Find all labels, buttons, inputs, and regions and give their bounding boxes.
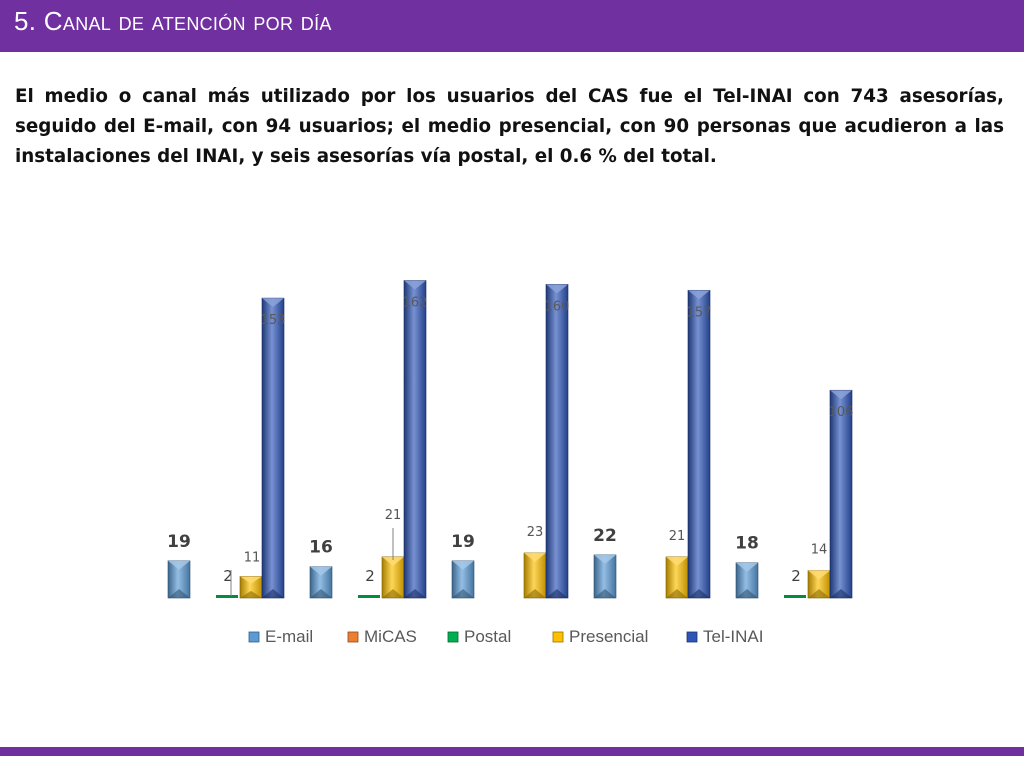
legend-swatch-postal	[447, 631, 459, 643]
data-label-presencial-2: 21	[385, 508, 402, 523]
data-label-e-mail-2: 16	[309, 538, 333, 558]
legend-label-micas: MiCAS	[364, 627, 417, 646]
bar-e-mail-2	[309, 566, 333, 599]
bar-postal-5	[784, 595, 806, 598]
legend-swatch-e-mail	[248, 631, 260, 643]
data-label-tel-inai-4: 157	[687, 305, 712, 320]
legend-item-postal: Postal	[447, 627, 511, 646]
legend-item-e-mail: E-mail	[248, 627, 313, 646]
data-label-tel-inai-5: 106	[829, 405, 854, 420]
bar-presencial-2	[381, 556, 405, 599]
data-label-e-mail-3: 19	[451, 532, 475, 552]
legend-item-micas: MiCAS	[347, 627, 417, 646]
bar-presencial-5	[807, 570, 831, 599]
slide-paragraph: El medio o canal más utilizado por los u…	[15, 86, 1004, 167]
data-label-e-mail-5: 18	[735, 534, 759, 554]
title-bar: 5. Canal de atención por día	[0, 0, 1024, 52]
legend-item-tel-inai: Tel-INAI	[686, 627, 763, 646]
bar-tel-inai-4	[687, 289, 711, 599]
bar-postal-2	[358, 595, 380, 598]
bar-presencial-4	[665, 556, 689, 599]
bar-postal-1	[216, 595, 238, 598]
bar-tel-inai-1	[261, 297, 285, 599]
data-label-presencial-1: 11	[244, 550, 261, 565]
data-label-tel-inai-1: 153	[261, 313, 286, 328]
legend-label-presencial: Presencial	[569, 627, 648, 646]
legend-swatch-tel-inai	[686, 631, 698, 643]
legend-label-tel-inai: Tel-INAI	[703, 627, 763, 646]
slide-title: 5. Canal de atención por día	[14, 6, 332, 36]
data-label-presencial-4: 21	[669, 529, 686, 544]
data-label-e-mail-4: 22	[593, 526, 617, 546]
bar-tel-inai-5	[829, 389, 853, 599]
legend-swatch-presencial	[552, 631, 564, 643]
data-label-tel-inai-3: 160	[545, 299, 570, 314]
bar-presencial-1	[239, 576, 263, 599]
data-label-tel-inai-2: 162	[403, 295, 428, 310]
legend-item-presencial: Presencial	[552, 627, 648, 646]
legend-label-postal: Postal	[464, 627, 511, 646]
data-label-postal-2: 2	[365, 567, 375, 585]
bar-presencial-3	[523, 552, 547, 599]
bar-e-mail-5	[735, 562, 759, 599]
legend-label-e-mail: E-mail	[265, 627, 313, 646]
bottom-bar	[0, 747, 1024, 756]
data-label-e-mail-1: 19	[167, 532, 191, 552]
data-label-postal-5: 2	[791, 567, 801, 585]
bar-e-mail-4	[593, 554, 617, 599]
data-label-postal-1: 2	[223, 567, 233, 585]
bar-tel-inai-2	[403, 280, 427, 599]
bar-tel-inai-3	[545, 284, 569, 599]
bar-e-mail-1	[167, 560, 191, 599]
data-label-presencial-5: 14	[811, 543, 828, 558]
data-label-presencial-3: 23	[527, 525, 544, 540]
legend-swatch-micas	[347, 631, 359, 643]
bar-e-mail-3	[451, 560, 475, 599]
